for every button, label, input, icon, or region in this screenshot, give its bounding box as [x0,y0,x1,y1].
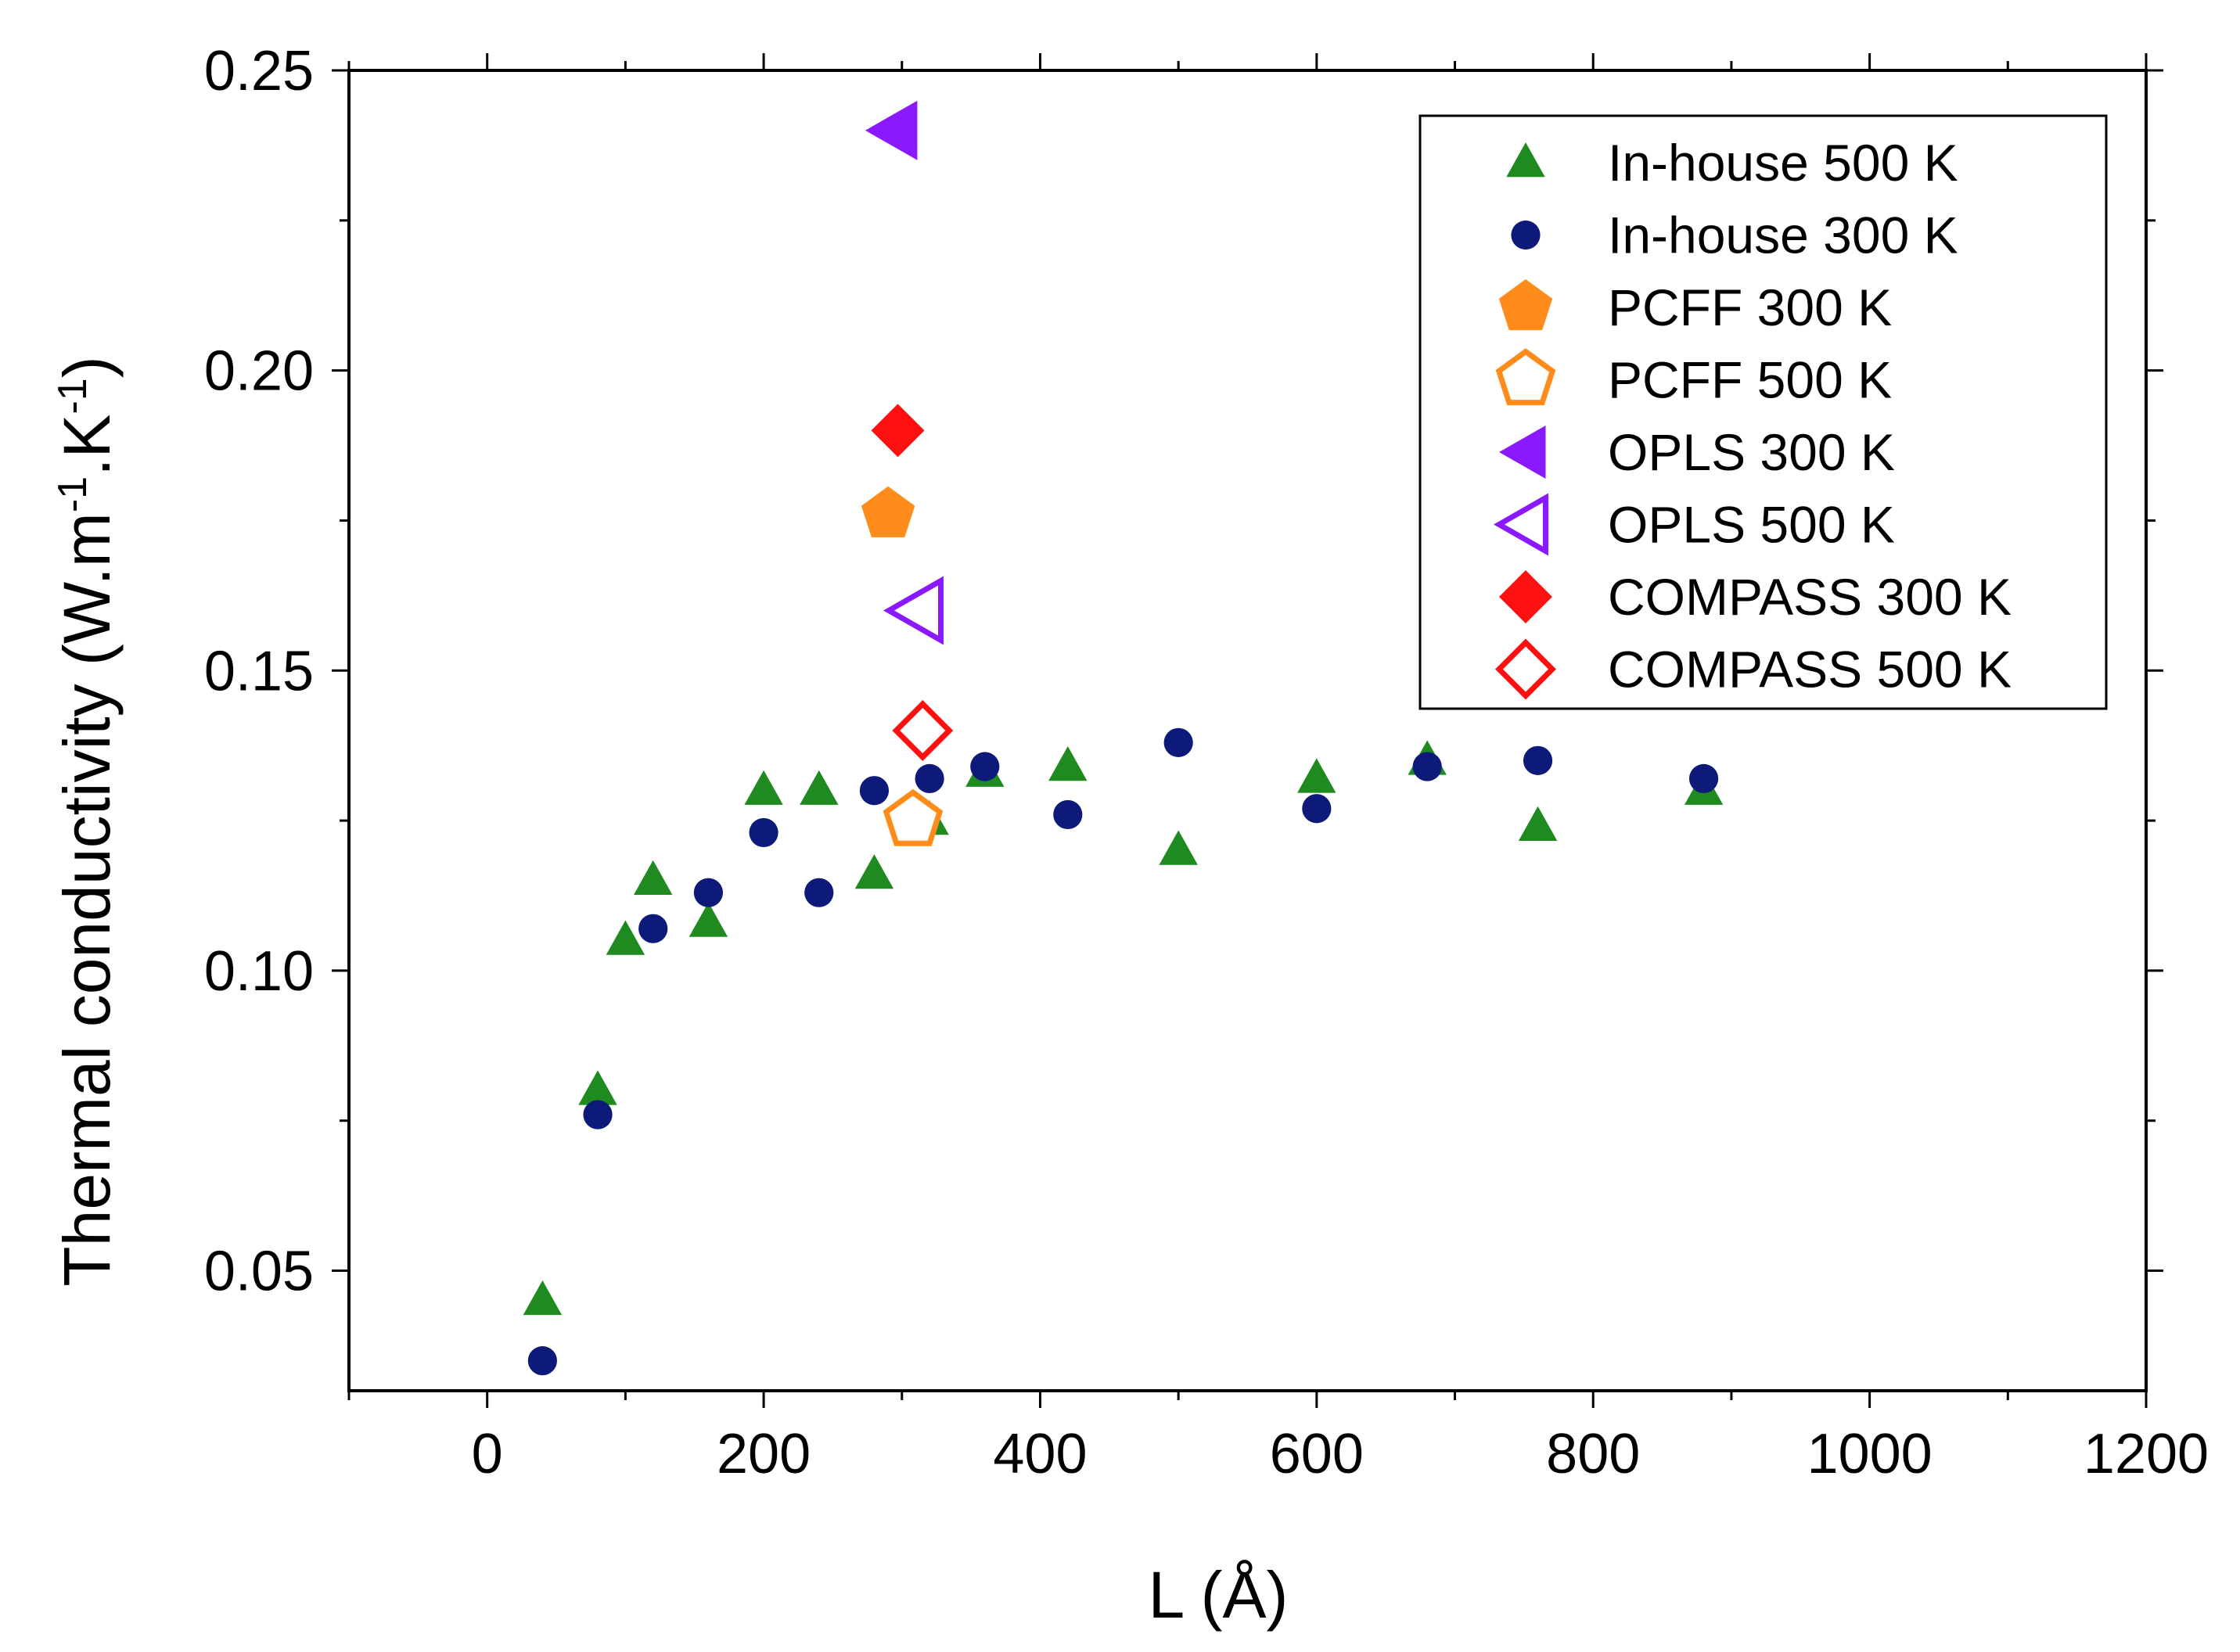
y-axis-title-main: Thermal conductivity (W.m [50,512,124,1287]
legend-label-pcff-500-k: PCFF 500 K [1608,351,1892,409]
x-tick-label: 800 [1546,1423,1640,1485]
x-tick-label: 600 [1270,1423,1364,1485]
data-point-pcff-500-k [883,788,944,846]
data-point-in-house-500-k [744,770,783,805]
data-point-in-house-500-k [1159,830,1198,865]
data-point-in-house-300-k [1523,745,1553,775]
data-point-in-house-300-k [1412,752,1442,781]
data-point-compass-500-k [892,700,954,761]
legend-marker-opls-300-k [1499,426,1546,479]
legend-marker-opls-500-k [1493,493,1548,556]
data-point-in-house-300-k [915,763,944,793]
data-point-in-house-300-k [1163,727,1193,757]
y-axis-title-sup1: -1 [50,476,95,512]
data-point-in-house-500-k [1048,746,1088,781]
data-point-in-house-500-k [1518,806,1558,841]
y-tick-label: 0.05 [204,1241,314,1303]
legend-label-opls-500-k: OPLS 500 K [1608,496,1895,554]
x-tick-label: 1000 [1807,1423,1933,1485]
data-point-in-house-500-k [606,920,645,955]
data-point-in-house-500-k [689,902,728,937]
legend-label-in-house-500-k: In-house 500 K [1608,134,1958,192]
data-point-in-house-300-k [804,878,834,907]
data-point-in-house-500-k [523,1280,563,1316]
data-point-in-house-300-k [1688,763,1719,793]
axis-ticks: 0 200 400 600 800 1000 1200 0.05 0.10 0.15 0.20 0.2… [204,40,2209,1485]
legend: In-house 500 K In-house 300 K PCFF 300 K PC… [1418,114,2108,710]
data-point-in-house-300-k [1302,794,1332,824]
x-tick-label: 200 [717,1423,811,1485]
data-point-in-house-300-k [638,914,668,943]
y-tick-label: 0.10 [204,940,314,1003]
legend-label-compass-300-k: COMPASS 300 K [1608,568,2012,626]
data-point-opls-500-k [883,576,944,645]
legend-marker-compass-300-k [1499,570,1552,623]
data-point-pcff-300-k [861,486,915,537]
data-point-compass-300-k [871,404,925,458]
data-point-in-house-300-k [527,1346,557,1376]
data-point-opls-300-k [865,100,918,160]
data-point-in-house-300-k [859,776,890,806]
legend-marker-pcff-300-k [1498,279,1553,331]
data-point-in-house-300-k [1053,799,1083,830]
legend-marker-in-house-300-k [1511,220,1541,250]
x-axis-title: L (Å) [1149,1558,1289,1632]
plot-frame [347,69,2148,1392]
data-point-in-house-300-k [693,878,724,907]
y-axis-title-end: ) [50,356,124,378]
y-tick-label: 0.15 [204,640,314,702]
y-axis-title: Thermal conductivity (W.m-1.K-1) [50,356,124,1286]
data-point-in-house-500-k [578,1070,617,1105]
data-point-in-house-500-k [634,860,673,895]
legend-label-pcff-300-k: PCFF 300 K [1608,278,1892,336]
y-axis-title-mid: .K [50,415,124,476]
legend-marker-pcff-500-k [1495,348,1556,406]
y-axis-title-sup2: -1 [50,378,95,414]
legend-label-opls-300-k: OPLS 300 K [1608,423,1895,481]
data-point-in-house-300-k [970,752,1000,781]
legend-marker-in-house-500-k [1506,142,1545,178]
x-tick-label: 0 [472,1423,503,1485]
axes [347,69,2148,1392]
y-tick-label: 0.25 [204,40,314,102]
y-tick-label: 0.20 [204,340,314,403]
data-point-in-house-300-k [749,817,778,848]
data-points [523,100,1724,1376]
legend-label-compass-500-k: COMPASS 500 K [1608,641,2012,699]
legend-marker-compass-500-k [1495,638,1556,700]
data-point-in-house-500-k [800,770,839,805]
data-point-in-house-300-k [583,1100,613,1129]
x-tick-label: 400 [993,1423,1087,1485]
data-point-in-house-500-k [854,854,894,889]
x-tick-label: 1200 [2084,1423,2209,1485]
legend-label-in-house-300-k: In-house 300 K [1608,206,1958,264]
data-point-in-house-500-k [1297,758,1336,793]
